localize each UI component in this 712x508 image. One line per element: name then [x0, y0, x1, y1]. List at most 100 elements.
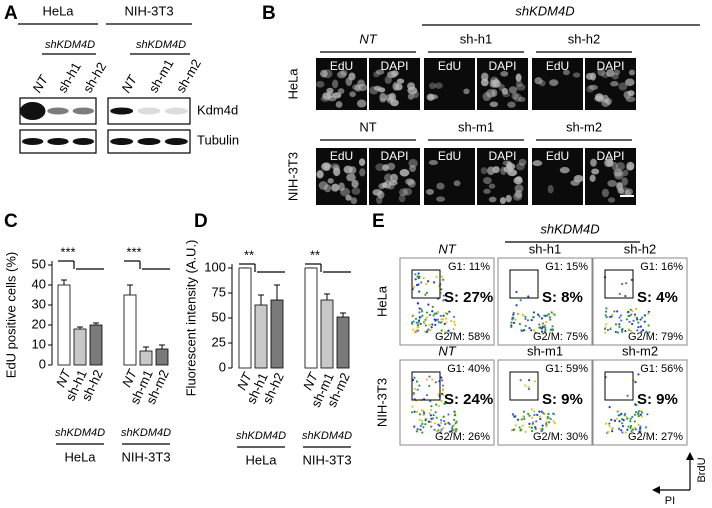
event [528, 422, 531, 426]
event [431, 323, 434, 326]
nucleus [343, 165, 353, 174]
event [429, 420, 433, 424]
event [427, 303, 430, 306]
channel-label: DAPI [380, 149, 408, 163]
nucleus [386, 162, 396, 171]
event [411, 405, 414, 408]
event [432, 414, 435, 417]
event [418, 384, 421, 387]
nucleus [627, 90, 635, 97]
gate [604, 269, 634, 299]
event [619, 314, 623, 317]
event [549, 417, 552, 421]
nucleus [428, 94, 439, 100]
plot-frame [399, 359, 495, 446]
group-name: NIH-3T3 [302, 452, 351, 467]
nucleus [591, 168, 600, 175]
event [530, 429, 534, 433]
event [603, 327, 607, 331]
event [527, 387, 531, 391]
event [413, 425, 416, 428]
event [443, 322, 446, 326]
g2m-label: G2/M: 27% [628, 431, 683, 443]
event [428, 313, 432, 317]
nucleus [318, 181, 329, 190]
event [626, 394, 629, 397]
nucleus [602, 94, 609, 103]
event [439, 421, 443, 424]
nucleus [409, 165, 416, 173]
event [648, 331, 651, 334]
event [637, 413, 640, 416]
nucleus [321, 162, 331, 171]
condition: sh-m2 [566, 119, 602, 134]
event [620, 429, 623, 432]
panel-label: E [372, 211, 385, 232]
event [624, 431, 627, 434]
event [540, 410, 543, 413]
y-tick-label: 100 [204, 259, 226, 274]
event [419, 322, 422, 326]
event [447, 413, 450, 416]
nucleus [625, 78, 635, 87]
event [647, 310, 651, 313]
nucleus [512, 192, 523, 201]
bar [139, 350, 153, 366]
event [634, 381, 637, 384]
g1-label: G1: 15% [545, 261, 588, 273]
event [431, 378, 434, 381]
event [424, 293, 427, 296]
event [533, 410, 536, 413]
gate [509, 269, 539, 299]
event [431, 310, 434, 313]
s-label: S: 27% [444, 289, 493, 306]
row-label: NIH-3T3 [374, 378, 389, 427]
nucleus [322, 92, 332, 100]
s-label: S: 4% [637, 289, 678, 306]
event [627, 311, 630, 314]
event [434, 323, 437, 327]
event [452, 315, 456, 318]
event [443, 419, 446, 423]
event [440, 275, 443, 278]
band [47, 107, 69, 115]
event [453, 414, 456, 417]
cell-line: HeLa [42, 3, 74, 18]
event [413, 387, 417, 391]
event [641, 316, 644, 319]
x-axis-title: PI [665, 495, 675, 507]
event [441, 318, 445, 321]
event [630, 313, 633, 316]
event [418, 316, 421, 319]
condition: sh-m2 [622, 343, 658, 358]
event [415, 380, 418, 383]
channel-label: EdU [438, 149, 461, 163]
channel-label: DAPI [596, 149, 624, 163]
event [548, 421, 551, 424]
event [442, 314, 445, 317]
nucleus [572, 72, 581, 78]
nucleus [607, 179, 617, 187]
nucleus [316, 170, 324, 179]
g1-label: G1: 16% [640, 261, 683, 273]
event [427, 420, 430, 423]
nucleus [589, 174, 596, 182]
nucleus [349, 91, 356, 98]
nucleus [585, 72, 594, 80]
panel-label: D [194, 211, 208, 232]
event [421, 422, 424, 425]
band [110, 107, 134, 115]
event [640, 415, 643, 418]
bar [238, 267, 252, 369]
event [526, 319, 530, 322]
event [439, 431, 442, 434]
event [520, 418, 523, 421]
protein-label: Kdm4d [197, 102, 238, 117]
event [425, 330, 428, 334]
event [528, 414, 531, 417]
bar [155, 348, 169, 366]
event [418, 307, 421, 310]
event [629, 329, 633, 332]
row-label: NIH-3T3 [285, 152, 300, 201]
nucleus [384, 180, 392, 189]
